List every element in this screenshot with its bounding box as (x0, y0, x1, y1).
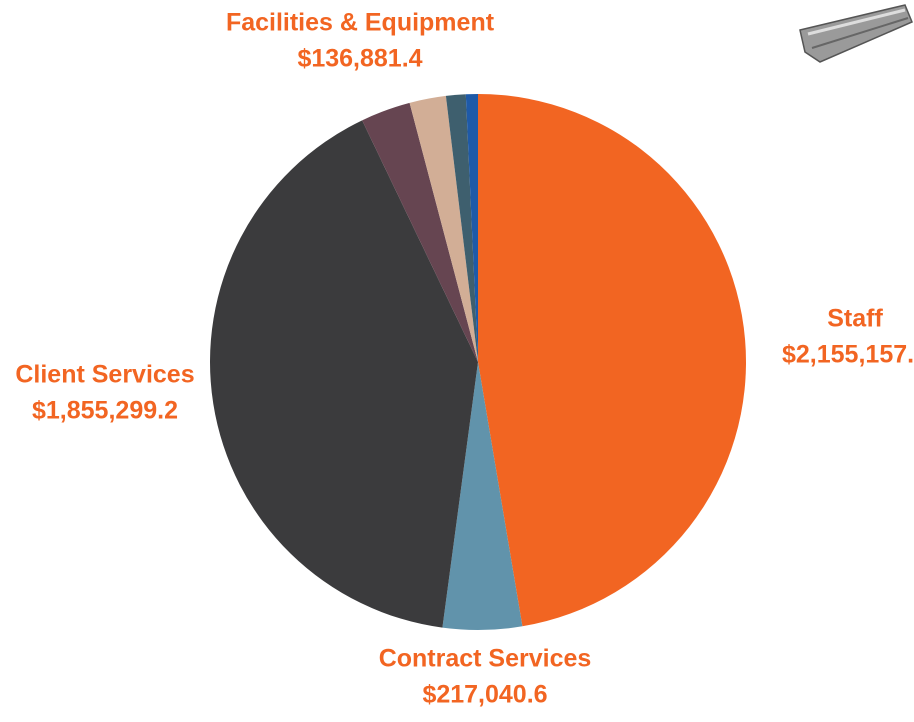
slice-label: Contract Services (379, 645, 592, 673)
slice-label: Client Services (15, 361, 194, 389)
pie-slice (409, 95, 478, 363)
slice-label: Facilities & Equipment (226, 9, 495, 37)
slice-value-label: $1,855,299.2 (32, 397, 178, 425)
decorative-object (799, 4, 913, 63)
pie-slice (210, 120, 479, 628)
slice-label: Staff (827, 305, 883, 333)
slice-value-label: $2,155,157.7 (782, 341, 914, 369)
pie-slice (442, 362, 523, 630)
pie-slice (478, 94, 746, 627)
labels: Staff $2,155,157.7 Contract Services $217,0… (15, 9, 914, 709)
slice-value-label: $136,881.4 (297, 45, 422, 73)
pie (210, 94, 746, 630)
pie-slice (362, 102, 478, 362)
slice-value-label: $217,040.6 (422, 681, 547, 709)
pie-slice (465, 94, 478, 362)
pie-slice (445, 94, 478, 363)
